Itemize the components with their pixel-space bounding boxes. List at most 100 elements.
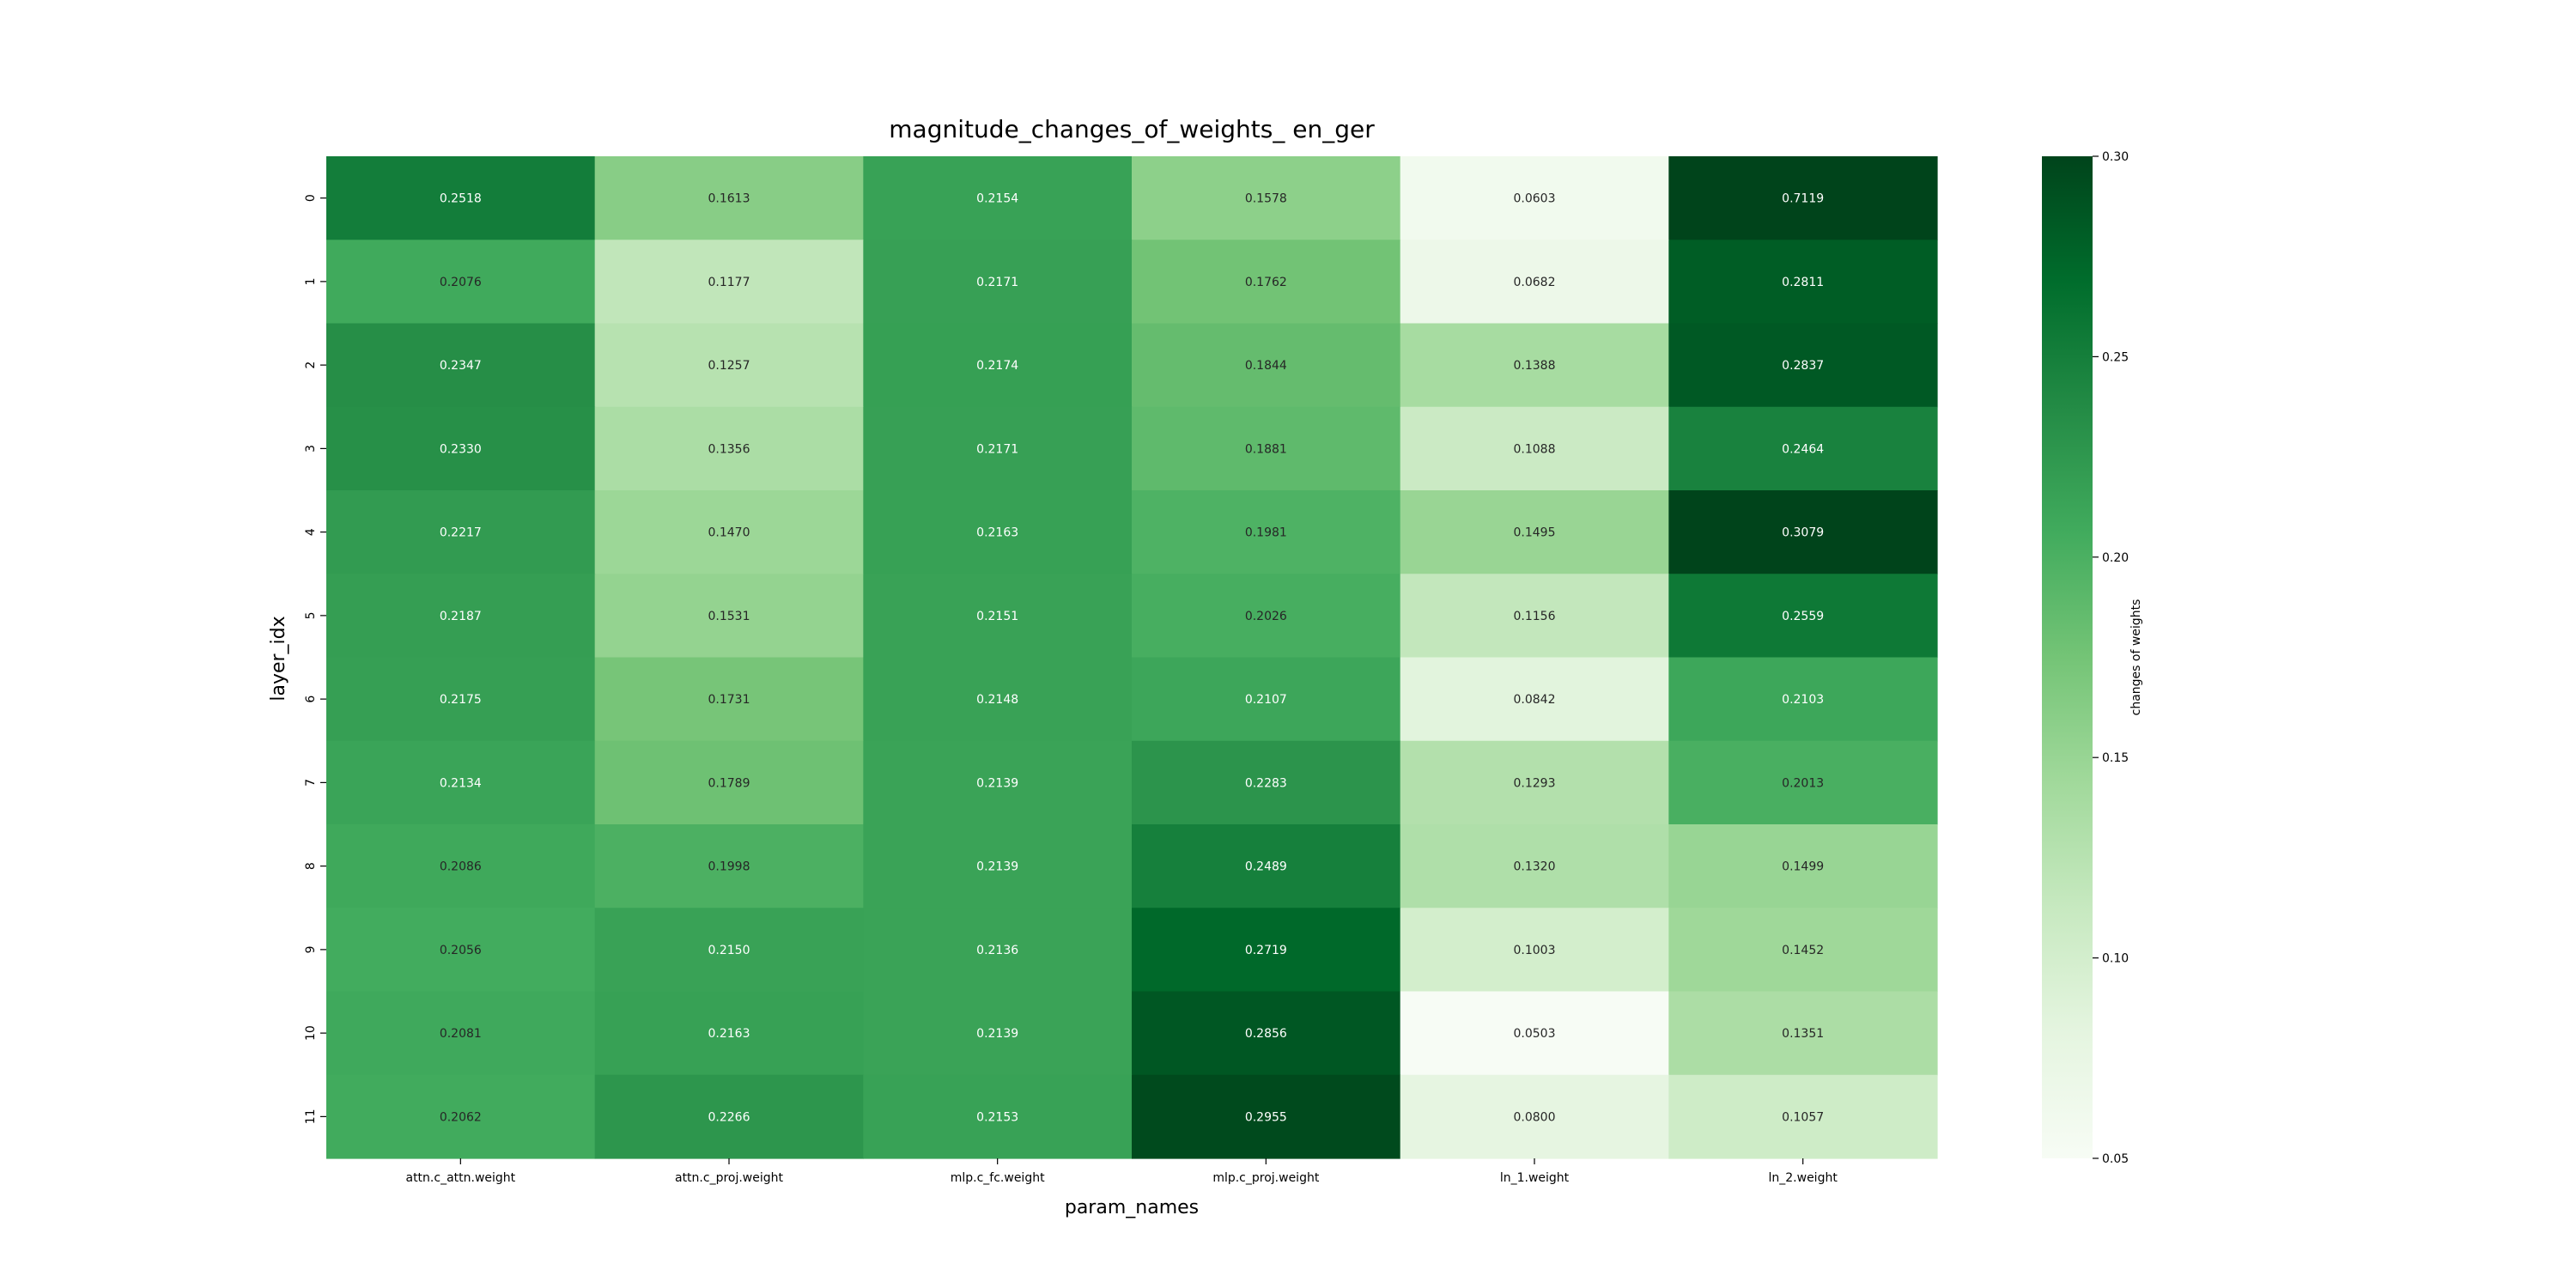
heatmap-cell	[1668, 490, 1938, 574]
cell-value-label: 0.1881	[1245, 442, 1287, 456]
cell-value-label: 0.2150	[708, 944, 750, 957]
heatmap-cell	[594, 490, 864, 574]
heatmap-cell	[1668, 156, 1938, 240]
cell-value-label: 0.2153	[976, 1110, 1018, 1124]
heatmap-cell	[326, 490, 596, 574]
heatmap-cell	[594, 740, 864, 825]
heatmap-cell	[863, 323, 1133, 408]
cell-value-label: 0.2026	[1245, 610, 1287, 623]
cell-value-label: 0.2136	[976, 944, 1018, 957]
cell-value-label: 0.1320	[1514, 860, 1556, 874]
heatmap-cell	[1668, 1074, 1938, 1159]
cell-value-label: 0.2056	[440, 944, 482, 957]
heatmap-cell	[1132, 156, 1401, 240]
cell-value-label: 0.1762	[1245, 276, 1287, 289]
y-tick-label: 11	[304, 1109, 318, 1124]
cell-value-label: 0.2266	[708, 1110, 750, 1124]
cell-value-label: 0.1388	[1514, 359, 1556, 373]
heatmap-cell	[326, 240, 596, 325]
heatmap-cell	[1132, 240, 1401, 325]
y-tick-label: 5	[304, 611, 318, 619]
cell-value-label: 0.2489	[1245, 860, 1287, 874]
heatmap-cell	[1400, 908, 1669, 993]
cell-value-label: 0.2464	[1782, 442, 1824, 456]
cell-value-label: 0.2081	[440, 1027, 482, 1041]
cell-value-label: 0.1351	[1782, 1027, 1824, 1041]
cell-value-label: 0.2163	[976, 526, 1018, 540]
y-tick-label: 9	[304, 945, 318, 953]
x-axis-title: param_names	[1065, 1197, 1199, 1218]
cell-value-label: 0.2283	[1245, 776, 1287, 790]
cell-value-label: 0.2086	[440, 860, 482, 874]
y-tick-label: 10	[304, 1025, 318, 1041]
heatmap-cell	[1668, 406, 1938, 491]
heatmap-cell	[326, 991, 596, 1076]
y-tick-label: 3	[304, 445, 318, 453]
heatmap-cell	[1132, 323, 1401, 408]
cell-value-label: 0.2955	[1245, 1110, 1287, 1124]
heatmap-cell	[863, 908, 1133, 993]
cell-value-label: 0.1495	[1514, 526, 1556, 540]
cell-value-label: 0.0603	[1514, 192, 1556, 206]
colorbar: 0.05 0.10 0.15 0.20 0.25 0.30 changes of weigh…	[2042, 150, 2143, 1166]
heatmap-cell	[1668, 240, 1938, 325]
colorbar-gradient	[2042, 156, 2093, 1158]
colorbar-tick-label: 0.10	[2102, 952, 2129, 966]
heatmap-cell	[863, 991, 1133, 1076]
heatmap-cell	[1132, 406, 1401, 491]
heatmap-cell	[863, 406, 1133, 491]
heatmap-cell	[863, 657, 1133, 742]
heatmap-cell	[594, 657, 864, 742]
cell-value-label: 0.1789	[708, 776, 750, 790]
heatmap-cell	[326, 574, 596, 659]
heatmap-cell	[1400, 406, 1669, 491]
heatmap-cell	[1400, 991, 1669, 1076]
cell-value-label: 0.1499	[1782, 860, 1824, 874]
cell-value-label: 0.2062	[440, 1110, 482, 1124]
cell-value-label: 0.2559	[1782, 610, 1824, 623]
y-tick-label: 4	[304, 528, 318, 536]
heatmap-cell	[326, 1074, 596, 1159]
cell-value-label: 0.2811	[1782, 276, 1824, 289]
cell-value-label: 0.1293	[1514, 776, 1556, 790]
y-tick-label: 0	[304, 194, 318, 202]
cell-value-label: 0.2347	[440, 359, 482, 373]
heatmap-cell	[594, 991, 864, 1076]
heatmap-cell	[326, 824, 596, 908]
colorbar-tick-label: 0.25	[2102, 350, 2129, 364]
heatmap-cell	[1132, 574, 1401, 659]
cell-value-label: 0.2013	[1782, 776, 1824, 790]
x-tick-label: attn.c_attn.weight	[405, 1171, 515, 1185]
heatmap-cells: 0.2518 0.1613 0.2154 0.1578 0.0603 0.7119 0.20…	[326, 156, 1938, 1159]
heatmap-cell	[594, 240, 864, 325]
heatmap-cell	[863, 740, 1133, 825]
cell-value-label: 0.0682	[1514, 276, 1556, 289]
cell-value-label: 0.2139	[976, 776, 1018, 790]
cell-value-label: 0.2154	[976, 192, 1018, 206]
heatmap-cell	[863, 156, 1133, 240]
cell-value-label: 0.0842	[1514, 693, 1556, 707]
cell-value-label: 0.2139	[976, 1027, 1018, 1041]
y-tick-label: 8	[304, 862, 318, 870]
cell-value-label: 0.2518	[440, 192, 482, 206]
heatmap-cell	[326, 740, 596, 825]
cell-value-label: 0.2217	[440, 526, 482, 540]
cell-value-label: 0.2107	[1245, 693, 1287, 707]
colorbar-tick-label: 0.05	[2102, 1152, 2129, 1166]
cell-value-label: 0.2174	[976, 359, 1018, 373]
cell-value-label: 0.2163	[708, 1027, 750, 1041]
cell-value-label: 0.2175	[440, 693, 482, 707]
heatmap-cell	[326, 406, 596, 491]
cell-value-label: 0.2837	[1782, 359, 1824, 373]
heatmap-cell	[1132, 657, 1401, 742]
heatmap-cell	[1132, 908, 1401, 993]
x-tick-label: ln_1.weight	[1500, 1171, 1570, 1185]
cell-value-label: 0.1452	[1782, 944, 1824, 957]
y-tick-label: 1	[304, 277, 318, 285]
cell-value-label: 0.1613	[708, 192, 750, 206]
y-tick-labels: 0 1 2 3 4 5 6 7 8 9 10 11	[304, 194, 326, 1124]
cell-value-label: 0.2134	[440, 776, 482, 790]
colorbar-tick-label: 0.20	[2102, 551, 2129, 565]
heatmap-cell	[863, 240, 1133, 325]
